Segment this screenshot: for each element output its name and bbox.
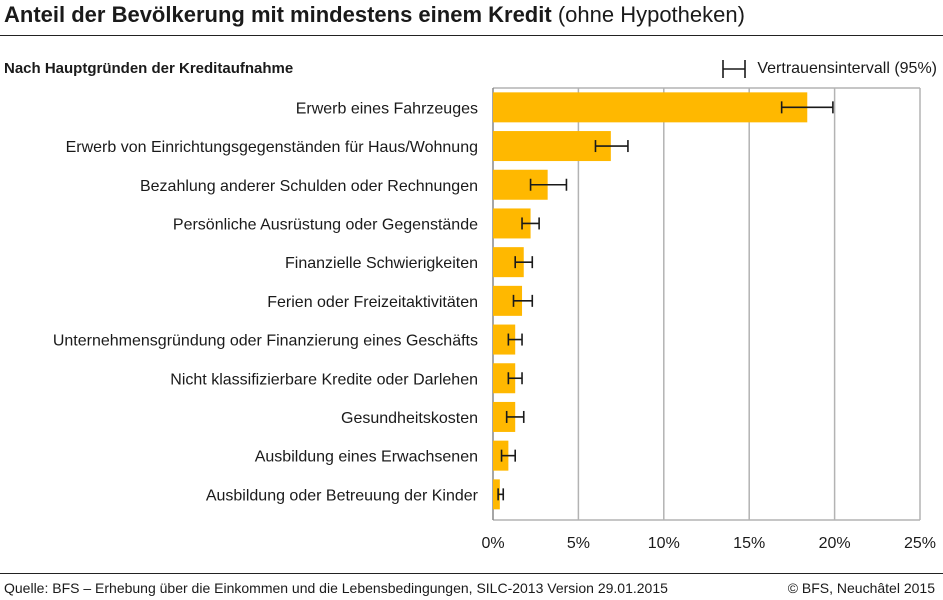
x-tick-label: 20% bbox=[819, 535, 851, 552]
footer-copyright: © BFS, Neuchâtel 2015 bbox=[787, 580, 935, 596]
bar bbox=[493, 92, 808, 123]
category-label: Nicht klassifizierbare Kredite oder Darl… bbox=[170, 371, 478, 388]
bar-chart: Erwerb eines Fahrzeuges Erwerb von Einric… bbox=[53, 87, 936, 552]
bar bbox=[493, 131, 611, 162]
error-bar-legend-icon bbox=[722, 60, 747, 78]
legend-label: Vertrauensintervall (95%) bbox=[757, 60, 937, 77]
category-label: Gesundheitskosten bbox=[341, 410, 478, 427]
category-label: Ferien oder Freizeitaktivitäten bbox=[267, 294, 478, 311]
x-tick-label: 0% bbox=[481, 535, 504, 552]
bar bbox=[493, 363, 516, 394]
category-label: Ausbildung eines Erwachsenen bbox=[255, 449, 478, 466]
category-label: Ausbildung oder Betreuung der Kinder bbox=[206, 487, 479, 504]
chart-title-suffix: (ohne Hypotheken) bbox=[557, 2, 745, 27]
x-tick-label: 25% bbox=[904, 535, 936, 552]
category-label: Erwerb eines Fahrzeuges bbox=[296, 100, 478, 117]
category-label: Bezahlung anderer Schulden oder Rechnung… bbox=[140, 178, 478, 195]
chart-title: Anteil der Bevölkerung mit mindestens ei… bbox=[4, 2, 745, 28]
category-label: Erwerb von Einrichtungsgegenständen für … bbox=[66, 139, 478, 156]
category-label: Finanzielle Schwierigkeiten bbox=[285, 255, 478, 272]
bar bbox=[493, 324, 516, 355]
chart-title-main: Anteil der Bevölkerung mit mindestens ei… bbox=[4, 2, 552, 27]
bar bbox=[493, 440, 509, 471]
footer-divider bbox=[0, 573, 943, 574]
legend: Vertrauensintervall (95%) bbox=[721, 58, 937, 80]
x-tick-label: 15% bbox=[733, 535, 765, 552]
chart-subtitle: Nach Hauptgründen der Kreditaufnahme bbox=[4, 60, 294, 77]
category-label: Unternehmensgründung oder Finanzierung e… bbox=[53, 333, 478, 350]
category-label: Persönliche Ausrüstung oder Gegenstände bbox=[173, 216, 478, 233]
x-tick-label: 10% bbox=[648, 535, 680, 552]
bar bbox=[493, 401, 516, 432]
x-tick-label: 5% bbox=[567, 535, 590, 552]
title-divider bbox=[0, 35, 943, 36]
footer-source: Quelle: BFS – Erhebung über die Einkomme… bbox=[4, 580, 668, 596]
bar bbox=[493, 479, 500, 510]
